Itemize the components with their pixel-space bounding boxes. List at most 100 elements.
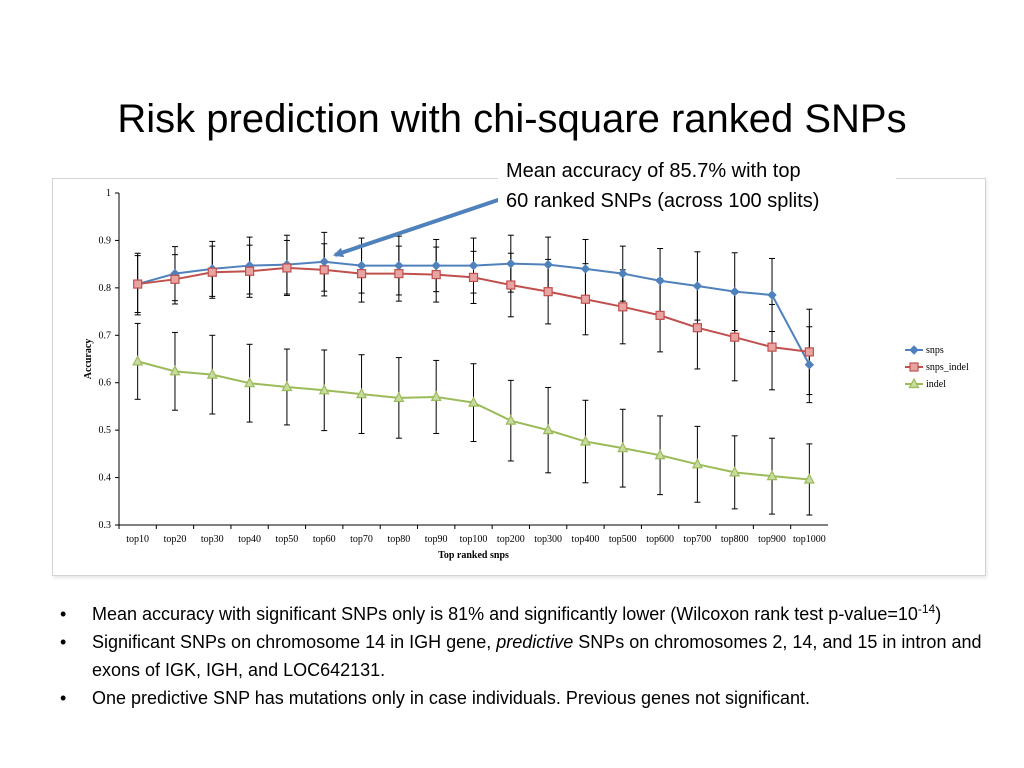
callout-line-1: Mean accuracy of 85.7% with top: [506, 160, 801, 182]
y-axis-title: Accuracy: [83, 339, 94, 380]
x-tick-label: top100: [460, 534, 488, 545]
data-point-indel: [654, 448, 666, 460]
data-point-indel: [579, 435, 591, 446]
annotation-callout: Mean accuracy of 85.7% with top 60 ranke…: [498, 156, 896, 216]
bullet-1-superscript: -14: [917, 602, 936, 616]
legend-marker-snps: [909, 345, 919, 355]
data-point-indel: [281, 380, 293, 392]
x-axis-title: Top ranked snps: [438, 550, 509, 561]
data-point-indel: [468, 396, 479, 407]
legend-label-snps: snps: [926, 345, 944, 356]
data-point-indel: [430, 390, 442, 402]
data-point-snps_indel: [170, 274, 180, 284]
data-point-snps_indel: [543, 287, 553, 297]
callout-arrow: [333, 197, 502, 258]
bullet-list: Mean accuracy with significant SNPs only…: [58, 600, 988, 712]
x-tick-label: top300: [534, 534, 562, 545]
legend-marker-snps_indel: [909, 362, 919, 372]
y-tick-label: 0.5: [99, 425, 112, 436]
bullet-2-emphasis: predictive: [496, 632, 574, 652]
data-point-indel: [542, 423, 554, 435]
x-tick-label: top50: [276, 534, 299, 545]
data-point-snps: [356, 260, 367, 271]
data-point-snps_indel: [394, 269, 404, 279]
data-point-indel: [766, 469, 778, 481]
data-point-snps_indel: [580, 294, 591, 304]
bullet-1-text-end: ): [935, 604, 942, 624]
x-tick-label: top60: [313, 534, 336, 545]
y-tick-label: 0.8: [99, 283, 112, 294]
data-point-snps_indel: [506, 280, 516, 290]
data-point-indel: [729, 466, 741, 477]
x-tick-label: top900: [758, 534, 786, 545]
legend-marker-indel: [908, 377, 920, 389]
y-tick-label: 0.6: [99, 378, 112, 389]
data-point-snps: [804, 359, 815, 370]
data-point-snps_indel: [431, 269, 441, 280]
x-tick-label: top80: [387, 534, 410, 545]
data-point-snps: [767, 290, 777, 300]
bullet-item-1: Mean accuracy with significant SNPs only…: [58, 600, 988, 628]
data-point-indel: [691, 458, 703, 469]
y-tick-label: 0.3: [99, 520, 112, 531]
data-point-indel: [505, 414, 517, 425]
bullet-3-text: One predictive SNP has mutations only in…: [92, 688, 811, 708]
data-point-snps: [580, 264, 591, 274]
data-point-snps: [655, 276, 665, 286]
data-point-snps: [319, 257, 329, 267]
y-tick-label: 1: [106, 188, 111, 199]
x-tick-label: top700: [684, 534, 712, 545]
x-tick-label: top70: [350, 534, 373, 545]
x-tick-label: top90: [425, 534, 448, 545]
x-tick-label: top10: [126, 534, 149, 545]
data-point-indel: [617, 441, 629, 453]
data-point-indel: [318, 384, 330, 395]
data-point-snps: [730, 286, 740, 297]
data-point-snps_indel: [618, 302, 628, 312]
data-point-indel: [393, 391, 405, 402]
data-point-snps_indel: [356, 269, 367, 279]
x-tick-label: top500: [609, 534, 637, 545]
data-point-indel: [803, 473, 815, 484]
x-tick-label: top20: [164, 534, 187, 545]
callout-line-2: 60 ranked SNPs (across 100 splits): [506, 190, 820, 212]
slide-title: Risk prediction with chi-square ranked S…: [117, 96, 907, 141]
chart-frame: 0.3 0.4 0.5 0.6 0.7 0.8 0.9 1 top10 top20 top30 top…: [52, 178, 986, 576]
data-point-snps_indel: [282, 263, 292, 273]
bullet-item-2: Significant SNPs on chromosome 14 in IGH…: [58, 628, 988, 684]
data-point-indel: [132, 355, 144, 366]
y-tick-label: 0.7: [99, 330, 112, 341]
bullet-2-text-end: SNPs on chromosomes 2, 14, and 15 in int…: [92, 632, 982, 680]
data-point-snps: [394, 260, 404, 271]
x-tick-label: top1000: [793, 534, 826, 545]
data-point-snps_indel: [133, 279, 143, 289]
accuracy-line-chart: 0.3 0.4 0.5 0.6 0.7 0.8 0.9 1 top10 top20 top30 top…: [83, 188, 969, 561]
data-point-indel: [356, 387, 368, 399]
data-point-indel: [169, 365, 181, 376]
data-point-snps: [543, 259, 553, 270]
bullet-item-3: One predictive SNP has mutations only in…: [58, 684, 988, 712]
data-point-snps: [431, 260, 441, 271]
data-point-snps_indel: [804, 347, 814, 357]
x-tick-label: top40: [238, 534, 261, 545]
data-point-snps_indel: [767, 342, 777, 352]
data-point-snps_indel: [207, 267, 217, 277]
x-tick-label: top400: [572, 534, 600, 545]
data-point-snps: [618, 268, 628, 279]
legend-label-indel: indel: [926, 379, 946, 390]
x-tick-label: top200: [497, 534, 525, 545]
legend-label-snps_indel: snps_indel: [926, 362, 969, 373]
data-point-snps: [692, 281, 703, 291]
data-point-snps: [506, 258, 516, 269]
x-tick-label: top30: [201, 534, 224, 545]
data-point-snps_indel: [730, 332, 740, 342]
data-point-snps_indel: [245, 266, 255, 276]
data-point-snps_indel: [319, 265, 329, 275]
data-point-snps_indel: [468, 272, 479, 283]
bullet-2-text: Significant SNPs on chromosome 14 in IGH…: [92, 632, 497, 652]
data-point-indel: [206, 368, 218, 379]
bullet-1-text: Mean accuracy with significant SNPs only…: [92, 604, 918, 624]
data-point-snps_indel: [692, 323, 702, 333]
x-tick-label: top800: [721, 534, 749, 545]
y-tick-label: 0.9: [99, 235, 112, 246]
